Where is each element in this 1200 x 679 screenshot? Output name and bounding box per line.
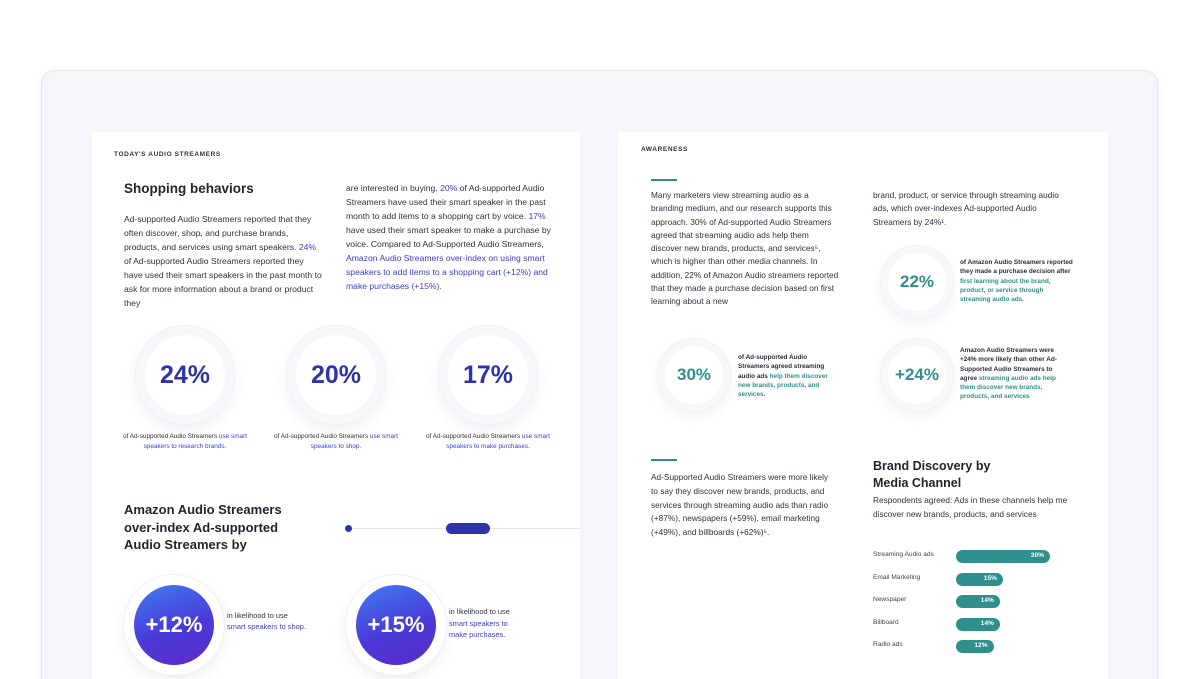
stat-caption-purchase: of Ad-supported Audio Streamers use smar… [426,433,550,450]
stat-caption-shop: of Ad-supported Audio Streamers use smar… [274,433,398,450]
stat-value: 20% [310,360,362,389]
bar: 15% [956,573,1003,586]
bar-label: Radio ads [873,641,903,648]
stat-value: +24% [895,365,939,384]
bar: 14% [956,618,1000,631]
bar-label: Streaming Audio ads [873,551,934,558]
overindex-ring-purchase: +15% [346,575,446,675]
bar-row: Radio ads 12% [873,640,1103,654]
bar-value-label: 14% [980,620,994,627]
overindex-value: +15% [356,585,436,665]
section-eyebrow: TODAY'S AUDIO STREAMERS [114,151,221,158]
intro-paragraph: Ad-supported Audio Streamers reported th… [124,214,322,308]
stat-ring-22: 22% [881,246,953,318]
stat-value: 22% [899,272,935,291]
bar-row: Email Marketing 15% [873,573,1103,587]
stat-ring-research: 24% [136,326,234,424]
carousel-active-indicator[interactable] [446,523,490,534]
stat-note-24: Amazon Audio Streamers were +24% more li… [960,347,1057,401]
section-eyebrow-awareness: AWARENESS [641,146,688,153]
bar: 30% [956,550,1050,563]
stat-value: 30% [676,365,712,384]
chart-subtitle: Respondents agreed: Ads in these channel… [873,495,1068,519]
overindex-value: +12% [134,585,214,665]
bar: 12% [956,640,994,653]
chart-title: Brand Discovery by Media Channel [873,459,991,490]
bar-value-label: 12% [974,642,988,649]
carousel-dot[interactable] [345,525,352,532]
overindex-caption-shop: in likelihood to use smart speakers to s… [227,611,306,631]
stat-ring-24: +24% [881,339,953,411]
stat-value: 24% [159,360,211,389]
intro-paragraph-continued: are interested in buying. 20% of Ad-supp… [346,183,551,291]
overindex-caption-purchase: in likelihood to use smart speakers to m… [449,607,510,639]
awareness-paragraph-continued: brand, product, or service through strea… [873,190,1059,227]
teal-divider [651,179,677,181]
awareness-paragraph: Many marketers view streaming audio as a… [651,190,839,307]
bar-row: Newspaper 14% [873,595,1103,609]
stat-note-30: of Ad-supported Audio Streamers agreed s… [738,354,828,399]
bar: 14% [956,595,1000,608]
page-title: Shopping behaviors [124,181,254,196]
stat-ring-purchase: 17% [439,326,537,424]
bar-label: Billboard [873,619,899,626]
bar-label: Newspaper [873,596,907,603]
teal-divider [651,459,677,461]
bar-row: Streaming Audio ads 30% [873,550,1103,564]
stat-note-22: of Amazon Audio Streamers reported they … [960,259,1073,304]
bar-row: Billboard 14% [873,618,1103,632]
stat-caption-research: of Ad-supported Audio Streamers use smar… [123,433,247,450]
discover-paragraph: Ad-Supported Audio Streamers were more l… [651,472,829,538]
overindex-title: Amazon Audio Streamers over-index Ad-sup… [124,502,282,552]
bar-value-label: 15% [983,575,997,582]
bar-value-label: 14% [980,597,994,604]
stat-value: 17% [462,360,514,389]
bar-label: Email Marketing [873,574,921,581]
overindex-ring-shop: +12% [124,575,224,675]
stat-ring-30: 30% [658,339,730,411]
bar-value-label: 30% [1030,552,1044,559]
stat-ring-shop: 20% [287,326,385,424]
